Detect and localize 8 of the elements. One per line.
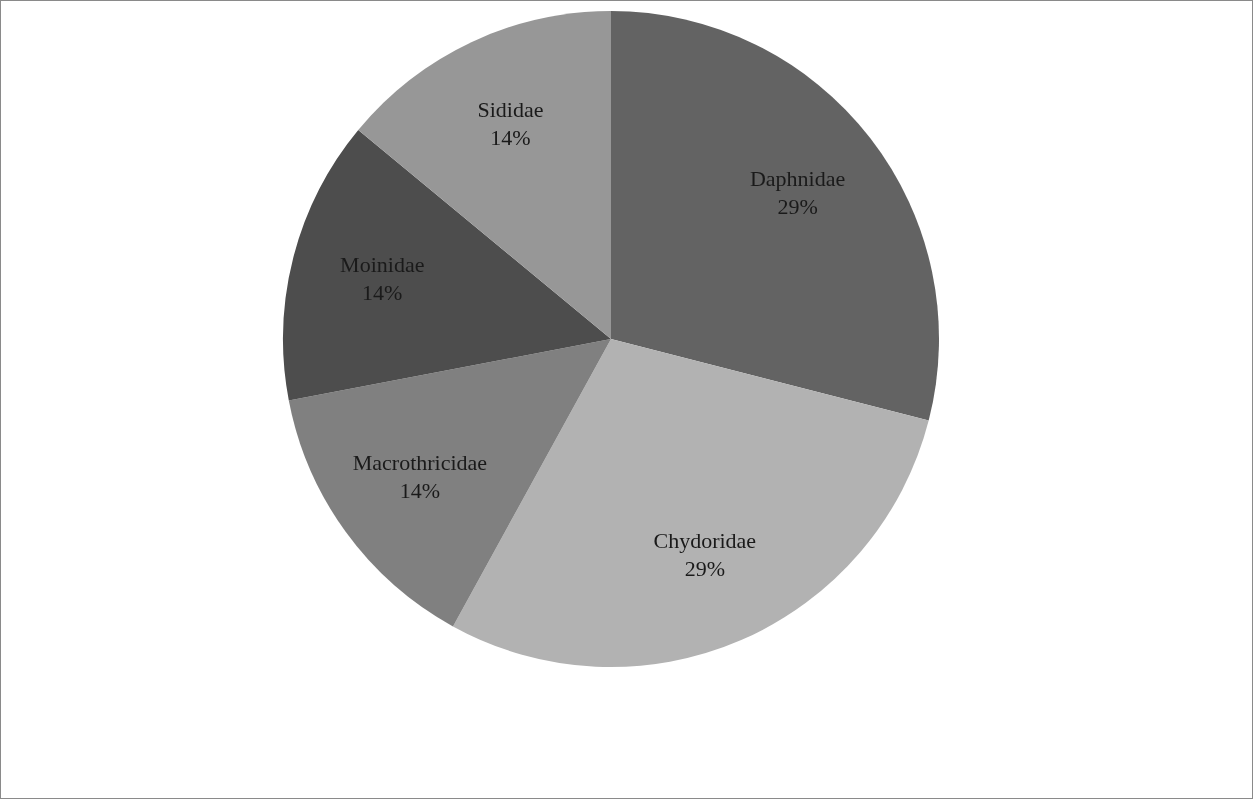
data-label: 14% [399, 477, 441, 503]
data-label: 14% [490, 125, 531, 151]
data-label: 29% [684, 555, 725, 581]
slice-label: Sididae [477, 97, 544, 123]
slice-label: Chydoridae [653, 527, 757, 553]
slice-label: Macrothricidae [352, 449, 488, 475]
slice-label: Daphnidae [749, 166, 846, 192]
data-label: 29% [777, 194, 818, 220]
